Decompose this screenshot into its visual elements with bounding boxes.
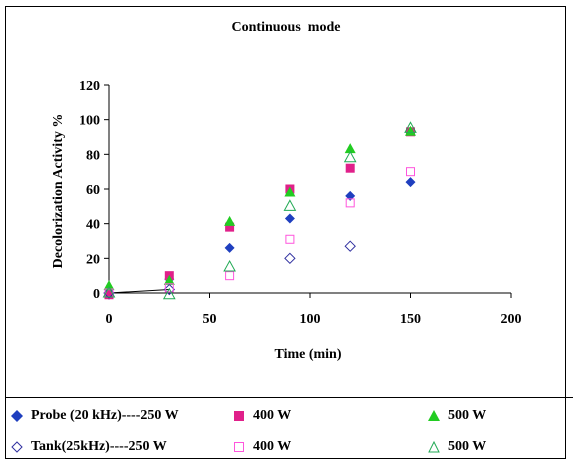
y-tick-label: 60 <box>86 183 100 198</box>
data-point <box>223 259 236 272</box>
square-filled-icon <box>234 411 244 421</box>
data-point <box>404 121 417 133</box>
data-point <box>163 283 176 296</box>
legend: Probe (20 kHz)----250 W 400 W 500 W Tank… <box>5 397 573 459</box>
triangle-open-icon <box>428 441 440 453</box>
data-point <box>104 290 114 300</box>
diamond-open-icon <box>11 441 23 453</box>
legend-item-tank-250w: Tank(25kHz)----250 W <box>11 437 167 457</box>
data-point <box>284 213 295 224</box>
data-point <box>285 234 295 244</box>
data-point <box>102 285 116 298</box>
data-point <box>162 287 176 300</box>
data-point <box>344 240 356 252</box>
legend-item-probe-400w: 400 W <box>233 406 291 426</box>
data-point <box>344 143 356 154</box>
data-point <box>225 222 235 232</box>
diamond-filled-icon <box>11 410 23 422</box>
y-axis-label: Decolorization Activity % <box>51 114 66 269</box>
data-point <box>164 283 174 293</box>
data-point <box>224 215 236 226</box>
x-tick-label: 100 <box>300 312 321 327</box>
y-tick-label: 100 <box>79 114 100 129</box>
legend-item-probe-500w: 500 W <box>428 406 486 426</box>
data-point <box>225 271 235 281</box>
data-point <box>163 274 175 285</box>
data-point <box>345 163 355 173</box>
x-tick-label: 200 <box>501 312 522 327</box>
chart-frame <box>5 6 566 459</box>
triangle-filled-icon <box>428 410 440 421</box>
data-point <box>103 287 115 299</box>
chart-svg: Continuous mode 0 20 40 60 80 100 120 0 50 100 150… <box>51 20 522 362</box>
data-point <box>283 199 297 211</box>
x-tick-label: 0 <box>106 312 113 327</box>
data-point <box>406 167 415 177</box>
legend-item-probe-250w: Probe (20 kHz)----250 W <box>11 406 179 426</box>
axes: 0 20 40 60 80 100 120 0 50 100 150 200 <box>79 79 522 327</box>
chart-title: Continuous mode <box>232 20 341 35</box>
data-point <box>284 252 296 265</box>
x-tick-label: 50 <box>203 312 217 327</box>
y-tick-label: 0 <box>93 287 100 302</box>
data-marks <box>102 121 417 300</box>
legend-label: 500 W <box>448 408 487 423</box>
data-point <box>405 177 416 188</box>
legend-label: 400 W <box>253 439 292 454</box>
y-tick-label: 40 <box>86 218 100 233</box>
x-tick-label: 150 <box>400 312 421 327</box>
x-axis-label: Time (min) <box>274 347 341 362</box>
data-point <box>345 198 355 208</box>
series-line <box>108 289 170 294</box>
legend-label: 400 W <box>253 408 292 423</box>
data-point <box>103 280 115 291</box>
legend-label: Tank(25kHz)----250 W <box>31 439 167 454</box>
data-point <box>405 125 416 136</box>
y-tick-label: 120 <box>79 79 100 94</box>
y-tick-label: 80 <box>86 148 100 163</box>
legend-label: 500 W <box>448 439 487 454</box>
legend-item-tank-500w: 500 W <box>428 437 486 457</box>
legend-label: Probe (20 kHz)----250 W <box>31 408 179 423</box>
data-point <box>343 150 357 163</box>
data-point <box>284 186 296 197</box>
legend-item-tank-400w: 400 W <box>233 437 291 457</box>
data-point <box>224 242 235 253</box>
square-open-icon <box>234 442 244 452</box>
y-tick-label: 20 <box>86 252 100 267</box>
